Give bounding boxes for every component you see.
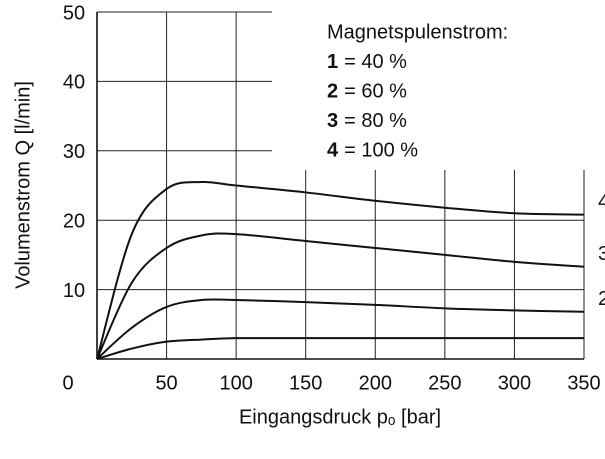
legend-key: 1 — [327, 51, 338, 73]
legend-title: Magnetspulenstrom: — [327, 21, 508, 43]
legend-key: 4 — [327, 140, 339, 162]
legend-entry: 3 = 80 % — [327, 110, 407, 132]
y-tick-label: 20 — [63, 210, 85, 232]
x-tick-label: 50 — [155, 372, 177, 394]
x-axis-label: Eingangsdruck pₒ [bar] — [239, 406, 441, 428]
legend-entry: 4 = 100 % — [327, 140, 418, 162]
y-tick-label: 10 — [63, 280, 85, 302]
x-tick-label: 250 — [428, 372, 461, 394]
y-axis-label: Volumenstrom Q [l/min] — [12, 81, 34, 289]
x-tick-label: 100 — [219, 372, 252, 394]
legend-label: = 40 % — [344, 51, 407, 73]
legend-key: 2 — [327, 81, 338, 103]
series-line — [96, 232, 585, 360]
series-line — [96, 180, 585, 360]
x-tick-label: 350 — [567, 372, 600, 394]
y-tick-label: 0 — [62, 372, 73, 394]
series-line — [96, 337, 584, 360]
legend-label: = 80 % — [344, 110, 407, 132]
series-end-label: 3 — [598, 243, 605, 265]
y-tick-label: 40 — [63, 72, 85, 94]
plot — [96, 12, 585, 360]
y-tick-label: 50 — [63, 2, 85, 24]
legend-label: = 60 % — [344, 81, 407, 103]
legend-entry: 1 = 40 % — [327, 51, 407, 73]
legend-entry: 2 = 60 % — [327, 81, 407, 103]
legend-key: 3 — [327, 110, 338, 132]
x-tick-label: 150 — [289, 372, 322, 394]
legend-background — [272, 0, 605, 170]
y-tick-label: 30 — [63, 141, 85, 163]
series-line — [96, 298, 585, 360]
x-tick-label: 200 — [359, 372, 392, 394]
x-tick-label: 300 — [498, 372, 531, 394]
legend-label: = 100 % — [344, 140, 418, 162]
series-end-label: 4 — [598, 191, 605, 213]
series-end-label: 2 — [598, 288, 605, 310]
